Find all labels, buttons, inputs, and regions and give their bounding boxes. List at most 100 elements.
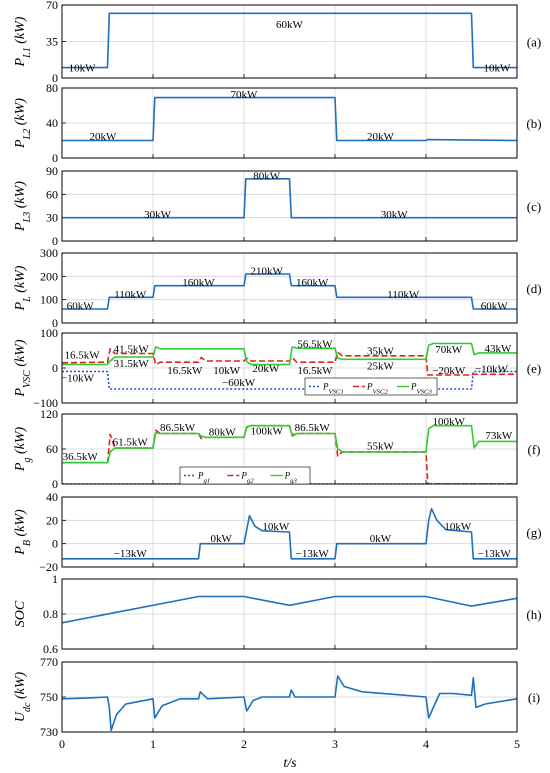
panel-g: −20 0 20 40 −13kW 0kW 10kW −13kW 0kW 10kW −13kW PB … <box>13 490 542 574</box>
panel-label: (d) <box>526 281 541 296</box>
series-group <box>62 178 517 219</box>
y-tick-label: 100 <box>40 293 58 307</box>
data-label: 31.5kW <box>114 358 150 370</box>
data-label: 86.5kW <box>295 422 331 434</box>
y-tick-label: 0.8 <box>43 607 58 621</box>
data-label: 0kW <box>370 533 392 545</box>
y-tick-label: 30 <box>46 211 58 225</box>
series-line-i <box>62 675 517 732</box>
legend-box <box>179 466 311 485</box>
panel-i: 730 750 770 Udc (kW) (i) <box>13 655 540 739</box>
data-label: 110kW <box>387 289 420 301</box>
panel-label: (e) <box>527 361 541 376</box>
data-label: 0kW <box>211 533 233 545</box>
y-tick-label: 40 <box>46 490 58 504</box>
y-axis-label: SOC <box>13 600 28 627</box>
data-label: −13kW <box>296 548 330 560</box>
plot-frame <box>61 252 518 324</box>
y-tick-label: 0 <box>52 316 58 330</box>
panel-label: (i) <box>528 690 540 705</box>
y-tick-label: −20 <box>39 560 58 574</box>
x-tick-label: 4 <box>423 737 429 751</box>
data-label: 60kW <box>481 301 509 313</box>
legend: Pg1 Pg2 Pg3 <box>179 466 311 485</box>
y-tick-label: 730 <box>40 725 58 739</box>
panel-label: (c) <box>527 199 541 214</box>
data-label: 61.5kW <box>113 436 149 448</box>
panel-d: 0 100 200 300 60kW 110kW 160kW 210kW 160kW 110kW 6… <box>13 246 542 330</box>
panel-label: (b) <box>526 116 541 131</box>
data-label: 10kW <box>213 365 241 377</box>
series-line-p-vsc1 <box>62 370 517 390</box>
data-label: 20kW <box>367 131 395 143</box>
data-label: 20kW <box>90 131 118 143</box>
series-line-d <box>62 273 517 310</box>
panel-a: 0 35 70 10kW 60kW 10kW PL1 (kW) (a) <box>13 0 541 85</box>
data-label: 20kW <box>252 363 280 375</box>
data-label: −10kW <box>475 364 509 376</box>
panel-h: 0.6 0.8 1 SOC (h) <box>13 572 542 656</box>
y-tick-label: 120 <box>40 407 58 421</box>
x-tick-label: 3 <box>332 737 338 751</box>
x-axis: 0 1 2 3 4 5 t/s <box>59 737 520 771</box>
y-axis-label: PB (kW) <box>13 509 33 556</box>
plot-frame <box>61 661 518 733</box>
plot-frame <box>61 496 518 568</box>
y-axis-label: PL1 (kW) <box>13 16 33 67</box>
data-label: 25kW <box>367 361 395 373</box>
y-tick-label: 60 <box>46 442 58 456</box>
data-label: 56.5kW <box>297 339 333 351</box>
series-group <box>62 675 517 732</box>
data-label: 10kW <box>484 63 512 75</box>
legend: PVSC1 PVSC2 PVSC3 <box>304 377 438 396</box>
series-group <box>62 424 517 484</box>
data-label: 55kW <box>367 441 395 453</box>
plot-frame <box>61 87 518 159</box>
data-label: 36.5kW <box>63 451 99 463</box>
data-label: 110kW <box>114 289 147 301</box>
y-axis-label: PL (kW) <box>13 265 33 311</box>
series-line-p-vsc3 <box>62 342 517 366</box>
x-tick-label: 2 <box>241 737 247 751</box>
series-group <box>62 96 517 142</box>
data-label: 10kW <box>69 63 97 75</box>
y-axis-label: PL3 (kW) <box>13 181 33 232</box>
data-label: 10kW <box>262 521 290 533</box>
legend-box <box>304 377 438 396</box>
data-label: −20kW <box>432 365 466 377</box>
series-line-h <box>62 595 517 624</box>
y-tick-label: 70 <box>46 0 58 12</box>
series-group <box>62 507 517 560</box>
data-label: 60kW <box>276 19 304 31</box>
data-label: 16.5kW <box>297 365 333 377</box>
series-line-b <box>62 96 517 142</box>
series-group <box>62 273 517 310</box>
data-label: 30kW <box>381 209 409 221</box>
plot-frame <box>61 4 518 79</box>
y-tick-label: 20 <box>46 513 58 527</box>
y-tick-label: 0 <box>52 71 58 85</box>
data-label: 35kW <box>367 346 395 358</box>
x-tick-label: 5 <box>514 737 520 751</box>
data-label: 41.5kW <box>114 343 150 355</box>
series-line-g <box>62 507 517 560</box>
data-label: 16.5kW <box>64 350 100 362</box>
y-tick-label: 1 <box>52 572 58 586</box>
data-label: 80kW <box>209 427 237 439</box>
y-axis-label: PL2 (kW) <box>13 98 33 149</box>
y-tick-label: 0 <box>52 234 58 248</box>
data-label: −10kW <box>61 372 95 384</box>
panel-e: −100 0 100 16.5kW 41.5kW 31.5kW −10kW 16.5kW 10k… <box>13 326 541 410</box>
panel-label: (g) <box>526 525 541 540</box>
data-label: 86.5kW <box>160 422 196 434</box>
panel-label: (f) <box>528 442 541 457</box>
data-label: 70kW <box>231 89 259 101</box>
y-axis-label: Udc (kW) <box>13 671 33 722</box>
data-label: 100kW <box>433 416 466 428</box>
x-axis-label: t/s <box>283 756 297 771</box>
panel-c: 0 30 60 90 30kW 80kW 30kW PL3 (kW) (c) <box>13 164 541 248</box>
data-label: 160kW <box>296 277 329 289</box>
data-label: −13kW <box>478 548 512 560</box>
